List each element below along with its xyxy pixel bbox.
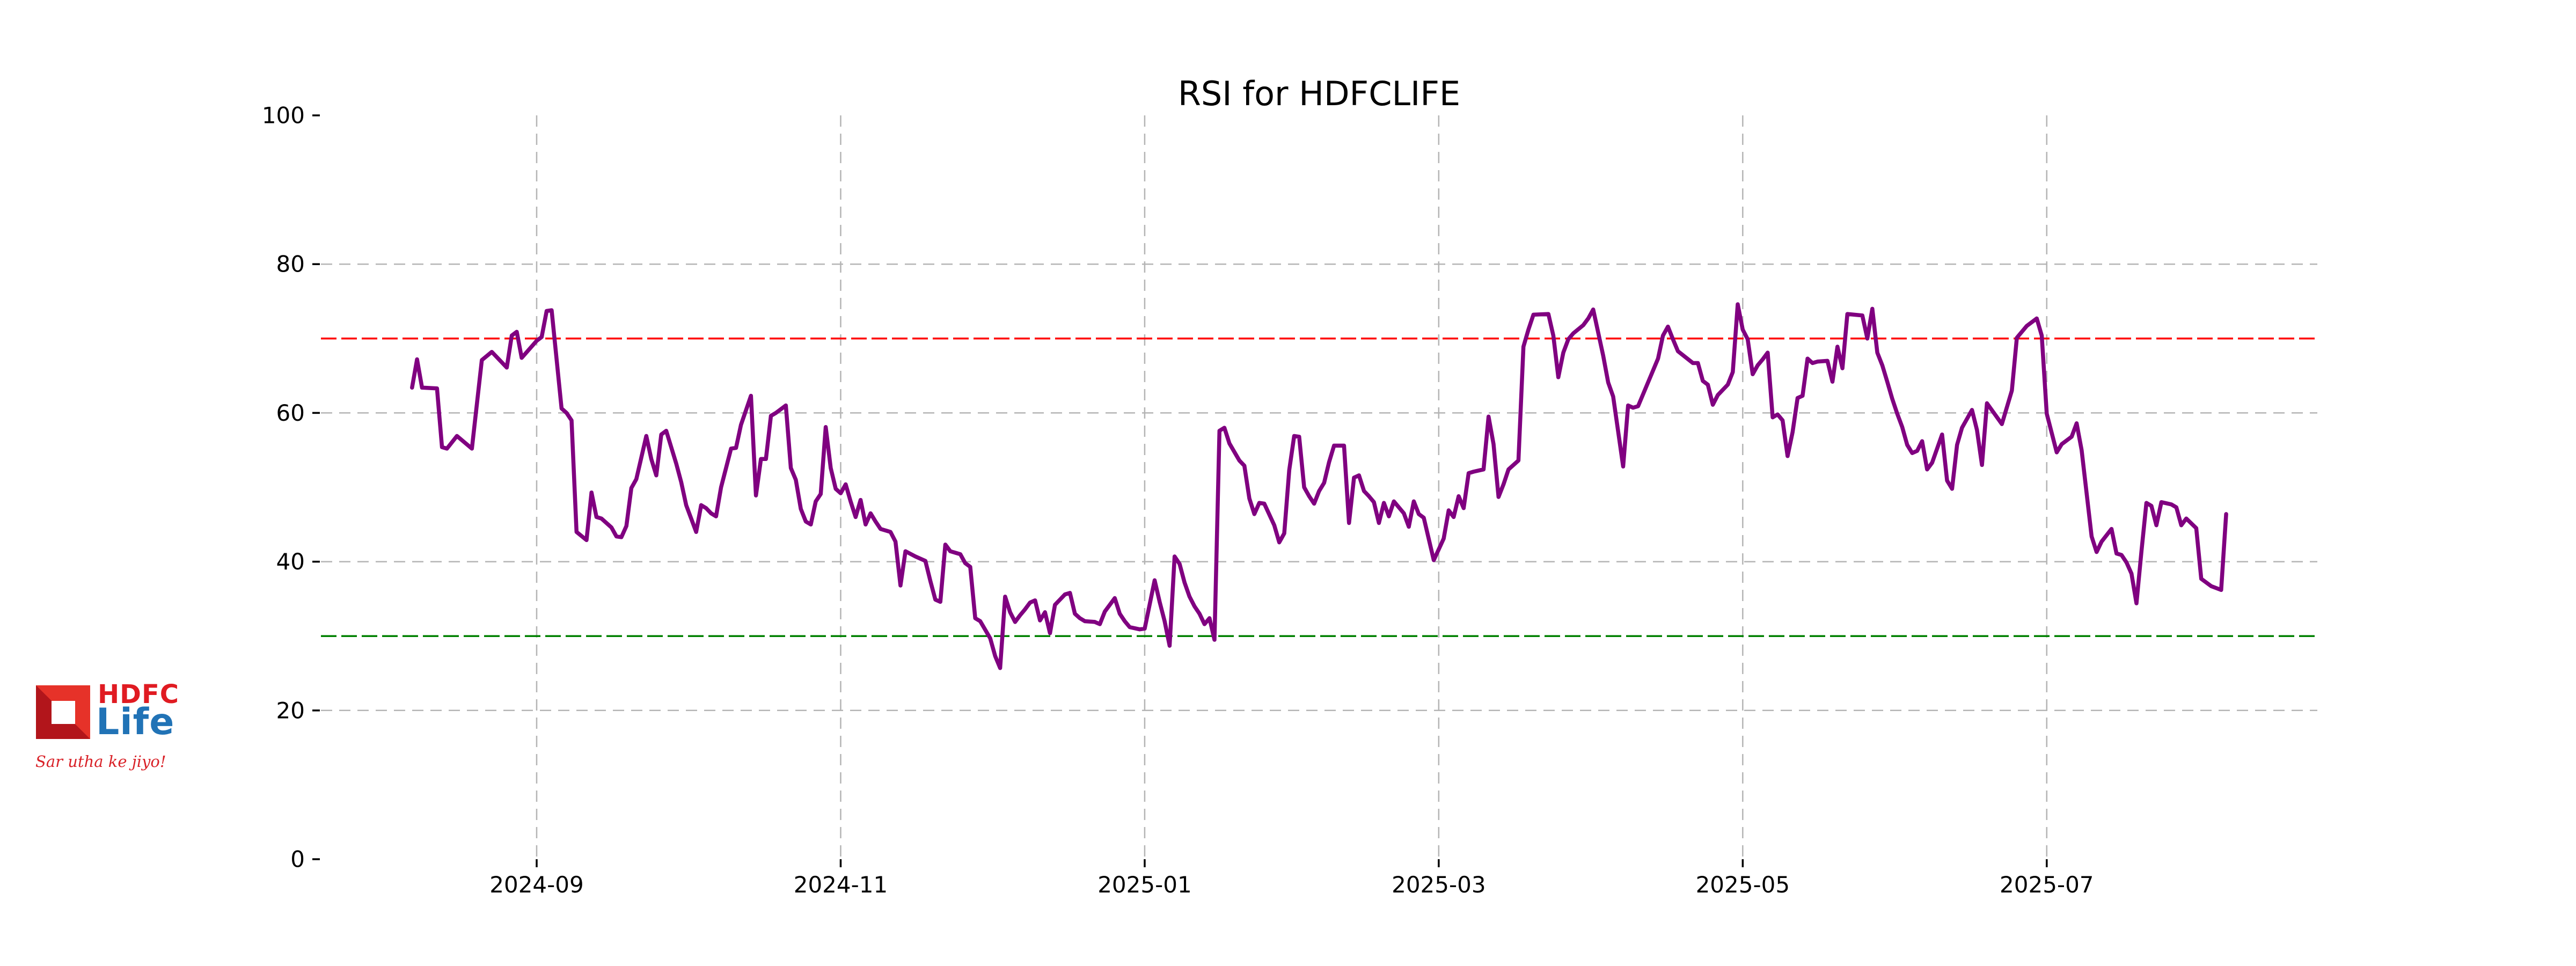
hdfc-logo-icon bbox=[36, 685, 90, 739]
logo-brand-top: HDFC bbox=[98, 679, 180, 709]
x-tick-label-2025-05: 2025-05 bbox=[1696, 872, 1790, 898]
y-tick-label-20: 20 bbox=[276, 697, 305, 723]
x-tick-label-2025-07: 2025-07 bbox=[2000, 872, 2094, 898]
y-tick-label-40: 40 bbox=[276, 548, 305, 575]
x-tick-label-2024-09: 2024-09 bbox=[489, 872, 584, 898]
y-tick-label-0: 0 bbox=[290, 846, 305, 873]
logo-brand-bottom: Life bbox=[96, 701, 175, 743]
y-tick-label-80: 80 bbox=[276, 251, 305, 277]
hdfc-life-logo: HDFC Life Sar utha ke jiyo! bbox=[32, 682, 193, 778]
y-tick-label-100: 100 bbox=[262, 103, 305, 129]
hdfc-logo-inner-square bbox=[52, 701, 75, 724]
x-tick-label-2025-03: 2025-03 bbox=[1392, 872, 1486, 898]
x-tick-label-2025-01: 2025-01 bbox=[1097, 872, 1192, 898]
rsi-line bbox=[410, 302, 2228, 670]
logo-tagline: Sar utha ke jiyo! bbox=[35, 752, 166, 771]
x-tick-label-2024-11: 2024-11 bbox=[794, 872, 888, 898]
chart-title: RSI for HDFCLIFE bbox=[1177, 74, 1461, 113]
y-tick-label-60: 60 bbox=[276, 400, 305, 426]
